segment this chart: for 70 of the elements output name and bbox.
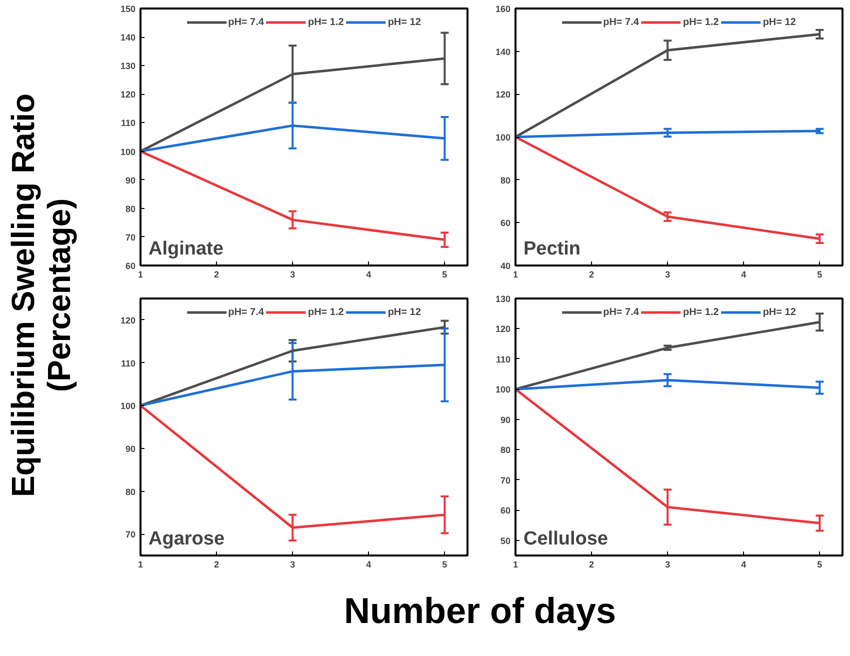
annotation: Agarose (148, 528, 225, 550)
x-tick-label: 2 (589, 270, 594, 280)
y-tick-label: 150 (120, 4, 136, 14)
y-tick-label: 50 (500, 536, 511, 546)
y-tick-label: 160 (495, 4, 511, 14)
y-tick-label: 60 (500, 218, 511, 228)
y-tick-label: 130 (495, 294, 511, 304)
x-tick-label: 5 (442, 270, 448, 280)
y-tick-label: 90 (125, 444, 136, 454)
y-tick-label: 90 (500, 414, 511, 425)
x-tick-label: 4 (366, 270, 372, 280)
y-tick-label: 120 (120, 90, 136, 100)
x-tick-label: 3 (665, 560, 670, 570)
x-tick-label: 3 (290, 560, 296, 570)
legend-label: pH= 1.2 (308, 16, 344, 28)
y-tick-label: 140 (120, 32, 136, 43)
x-tick-label: 5 (817, 560, 822, 570)
legend-label: pH= 7.4 (603, 306, 639, 318)
y-tick-label: 70 (500, 475, 511, 486)
y-tick-label: 60 (125, 261, 136, 271)
x-tick-label: 4 (366, 560, 372, 570)
annotation: Cellulose (524, 528, 608, 550)
y-tick-label: 140 (495, 46, 511, 57)
x-tick-label: 2 (214, 270, 220, 280)
x-tick-label: 5 (817, 270, 822, 280)
y-tick-label: 80 (500, 175, 511, 186)
x-tick-label: 4 (741, 560, 746, 570)
x-tick-label: 1 (138, 560, 144, 570)
legend-label: pH= 12 (388, 16, 421, 28)
annotation: Alginate (148, 238, 224, 260)
legend-label: pH= 12 (388, 306, 421, 318)
x-tick-label: 5 (442, 560, 448, 570)
y-tick-label: 80 (125, 204, 136, 214)
y-tick-label: 120 (120, 315, 136, 326)
legend-label: pH= 12 (762, 306, 796, 318)
y-tick-label: 70 (125, 530, 136, 540)
y-tick-label: 100 (120, 146, 136, 157)
legend-label: pH= 1.2 (308, 306, 344, 318)
legend-label: pH= 12 (762, 16, 796, 28)
y-tick-label: 40 (500, 261, 511, 271)
y-tick-label: 120 (495, 324, 511, 334)
legend-label: pH= 1.2 (682, 306, 719, 318)
y-tick-label: 100 (120, 401, 136, 412)
legend-label: pH= 7.4 (228, 16, 264, 28)
legend-label: pH= 7.4 (228, 306, 264, 318)
x-tick-label: 2 (214, 560, 220, 570)
y-tick-label: 130 (120, 61, 136, 72)
y-tick-label: 110 (120, 358, 136, 368)
y-tick-label: 70 (125, 232, 136, 242)
legend-label: pH= 7.4 (603, 16, 639, 28)
y-tick-label: 60 (500, 506, 511, 516)
y-tick-label: 120 (495, 90, 511, 100)
y-tick-label: 90 (125, 175, 136, 186)
y-tick-label: 110 (496, 354, 511, 364)
y-tick-label: 80 (500, 445, 511, 456)
x-tick-label: 3 (665, 270, 670, 280)
y-tick-label: 100 (495, 132, 511, 142)
y-tick-label: 80 (125, 486, 136, 497)
x-axis-title: Number of days (342, 589, 618, 633)
annotation: Pectin (524, 238, 581, 260)
x-tick-label: 1 (512, 270, 518, 280)
x-tick-label: 4 (741, 270, 746, 280)
legend-label: pH= 1.2 (682, 16, 719, 28)
x-tick-label: 3 (290, 270, 296, 280)
x-tick-label: 2 (589, 560, 594, 570)
y-tick-label: 100 (495, 384, 511, 395)
x-tick-label: 1 (512, 560, 518, 570)
x-tick-label: 1 (138, 270, 144, 280)
y-tick-label: 110 (120, 118, 136, 128)
y-axis-title: Equilibrium Swelling Ratio (Percentage) (5, 92, 77, 499)
